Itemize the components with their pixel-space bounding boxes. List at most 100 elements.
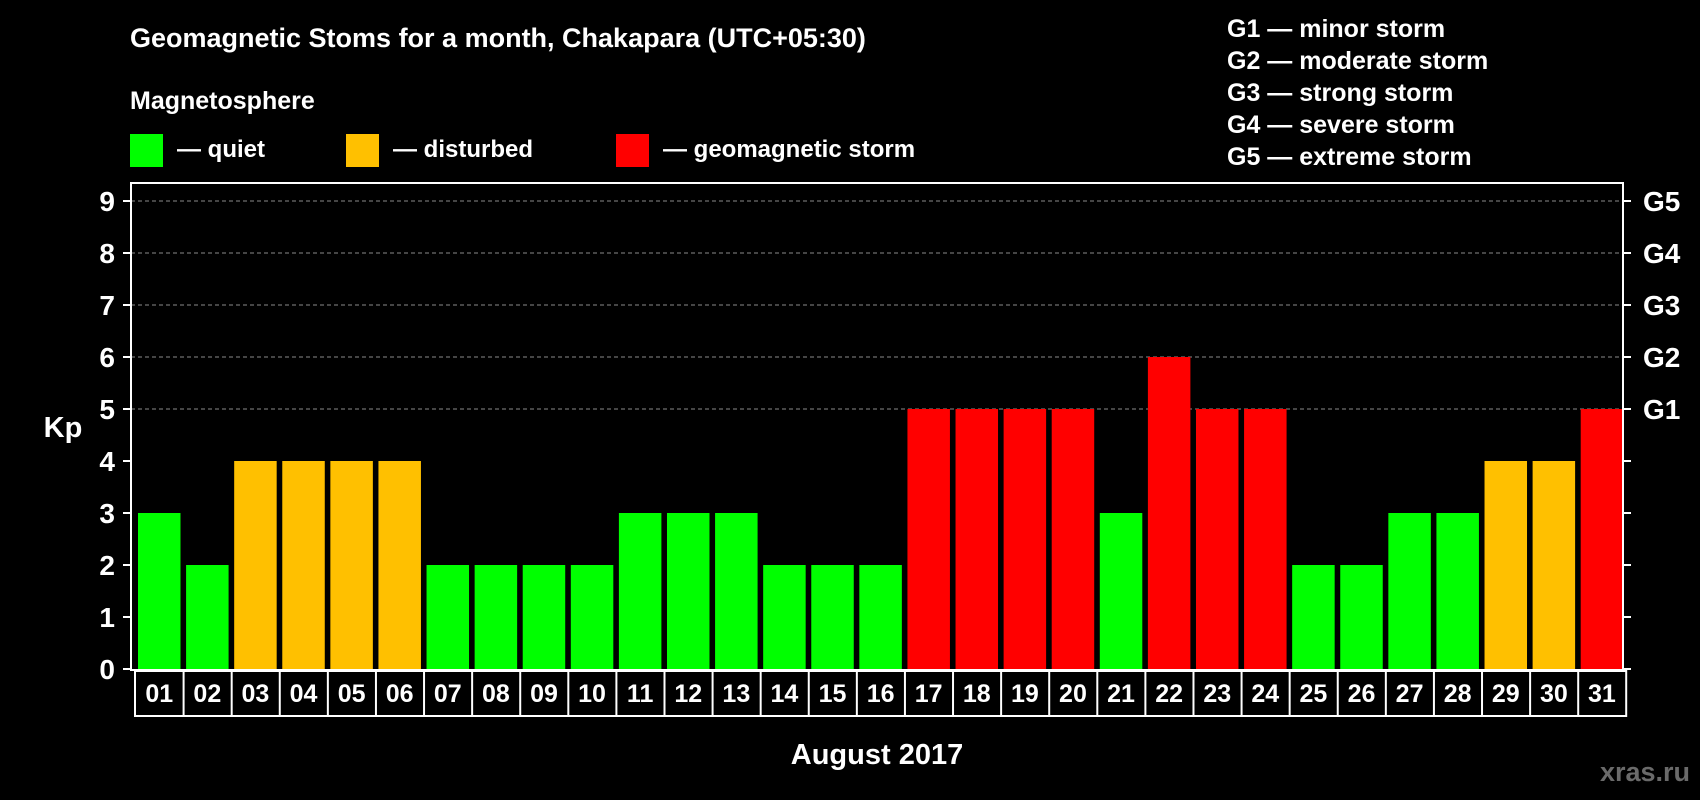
bar-day-27 bbox=[1388, 513, 1431, 669]
x-axis: 01 02 03 04 05 06 07 08 09 10 11 12 13 14 15 16 17 18 19 20… bbox=[134, 670, 1628, 717]
bar-day-29 bbox=[1484, 461, 1528, 669]
x-tick-label: 11 bbox=[627, 680, 654, 708]
bar-day-09 bbox=[522, 565, 566, 669]
bar-day-03 bbox=[234, 461, 277, 669]
x-tick-label: 31 bbox=[1588, 680, 1616, 708]
x-tick-label: 07 bbox=[434, 680, 462, 708]
bar-day-02 bbox=[186, 565, 229, 669]
x-tick-label: 10 bbox=[578, 680, 606, 708]
date-strip bbox=[134, 670, 1628, 717]
bar-day-22 bbox=[1147, 357, 1191, 669]
x-tick-label: 02 bbox=[193, 680, 221, 708]
grid-lines bbox=[131, 200, 1623, 410]
y-tick-label: 4 bbox=[99, 446, 115, 477]
right-axis-label-g1: G1 bbox=[1643, 394, 1680, 425]
bar-day-20 bbox=[1051, 409, 1095, 669]
storm-scale-g1: G1 — minor storm bbox=[1227, 15, 1445, 43]
bar-day-05 bbox=[330, 461, 373, 669]
bar-day-12 bbox=[666, 513, 710, 669]
bar-day-06 bbox=[378, 461, 421, 669]
bar-day-11 bbox=[618, 513, 662, 669]
legend-swatch-storm bbox=[616, 134, 649, 167]
x-tick-label: 13 bbox=[722, 680, 750, 708]
bar-day-14 bbox=[763, 565, 806, 669]
legend: — quiet — disturbed — geomagnetic storm bbox=[130, 134, 915, 167]
bar-day-28 bbox=[1436, 513, 1479, 669]
bar-day-24 bbox=[1244, 409, 1287, 669]
x-tick-label: 25 bbox=[1300, 680, 1328, 708]
y-tick-label: 2 bbox=[99, 550, 115, 581]
x-tick-label: 09 bbox=[530, 680, 558, 708]
storm-scale-g2: G2 — moderate storm bbox=[1227, 47, 1488, 75]
y-axis-label: Kp bbox=[44, 412, 83, 444]
x-tick-label: 01 bbox=[145, 680, 173, 708]
bar-day-07 bbox=[426, 565, 470, 669]
x-tick-label: 04 bbox=[290, 680, 318, 708]
bars bbox=[138, 357, 1624, 669]
bar-day-31 bbox=[1580, 409, 1624, 669]
legend-swatch-quiet bbox=[130, 134, 163, 167]
right-axis-label-g3: G3 bbox=[1643, 290, 1680, 321]
storm-scale-g4: G4 — severe storm bbox=[1227, 111, 1455, 139]
legend-label-quiet: — quiet bbox=[177, 136, 265, 163]
x-tick-label: 12 bbox=[674, 680, 702, 708]
y-tick-label: 7 bbox=[99, 290, 115, 321]
x-tick-label: 14 bbox=[771, 680, 799, 708]
x-tick-label: 19 bbox=[1011, 680, 1039, 708]
y-tick-label: 6 bbox=[99, 342, 115, 373]
right-axis-label-g4: G4 bbox=[1643, 238, 1681, 269]
bar-day-10 bbox=[570, 565, 614, 669]
storm-scale-g3: G3 — strong storm bbox=[1227, 79, 1453, 107]
storm-scale-legend: G1 — minor storm G2 — moderate storm G3 … bbox=[1227, 15, 1488, 171]
bar-day-17 bbox=[907, 409, 950, 669]
x-tick-label: 29 bbox=[1492, 680, 1520, 708]
bar-day-21 bbox=[1099, 513, 1143, 669]
x-tick-label: 22 bbox=[1155, 680, 1183, 708]
bar-day-18 bbox=[955, 409, 999, 669]
right-axis: G1 G2 G3 G4 G5 bbox=[1623, 186, 1681, 670]
storm-scale-g5: G5 — extreme storm bbox=[1227, 143, 1472, 171]
y-tick-label: 9 bbox=[99, 186, 115, 217]
y-tick-label: 8 bbox=[99, 238, 115, 269]
bar-day-08 bbox=[474, 565, 518, 669]
bar-day-23 bbox=[1195, 409, 1239, 669]
bar-day-30 bbox=[1532, 461, 1576, 669]
chart-title: Geomagnetic Stoms for a month, Chakapara… bbox=[130, 23, 866, 53]
bar-day-04 bbox=[282, 461, 325, 669]
right-axis-label-g5: G5 bbox=[1643, 186, 1680, 217]
magnetosphere-label: Magnetosphere bbox=[130, 87, 315, 115]
x-tick-label: 27 bbox=[1396, 680, 1424, 708]
bar-day-13 bbox=[715, 513, 758, 669]
legend-label-storm: — geomagnetic storm bbox=[663, 136, 915, 163]
legend-swatch-disturbed bbox=[346, 134, 379, 167]
x-tick-label: 28 bbox=[1444, 680, 1472, 708]
bar-day-01 bbox=[138, 513, 181, 669]
y-tick-label: 0 bbox=[99, 654, 115, 685]
bar-day-19 bbox=[1003, 409, 1047, 669]
right-axis-label-g2: G2 bbox=[1643, 342, 1680, 373]
x-tick-label: 06 bbox=[386, 680, 414, 708]
x-tick-label: 03 bbox=[242, 680, 270, 708]
x-tick-label: 15 bbox=[819, 680, 847, 708]
x-tick-label: 30 bbox=[1540, 680, 1568, 708]
x-tick-label: 08 bbox=[482, 680, 510, 708]
x-tick-label: 21 bbox=[1107, 680, 1135, 708]
x-tick-label: 05 bbox=[338, 680, 366, 708]
legend-label-disturbed: — disturbed bbox=[393, 136, 533, 163]
x-tick-label: 23 bbox=[1203, 680, 1231, 708]
x-tick-label: 26 bbox=[1348, 680, 1376, 708]
x-tick-label: 18 bbox=[963, 680, 991, 708]
y-tick-label: 5 bbox=[99, 394, 115, 425]
watermark: xras.ru bbox=[1600, 757, 1690, 787]
x-tick-label: 20 bbox=[1059, 680, 1087, 708]
bar-day-15 bbox=[811, 565, 854, 669]
x-axis-label: August 2017 bbox=[791, 739, 963, 771]
y-tick-label: 1 bbox=[99, 602, 115, 633]
x-tick-label: 16 bbox=[867, 680, 895, 708]
x-tick-label: 17 bbox=[915, 680, 943, 708]
x-tick-label: 24 bbox=[1251, 680, 1279, 708]
bar-day-16 bbox=[859, 565, 902, 669]
bar-day-26 bbox=[1340, 565, 1383, 669]
y-tick-label: 3 bbox=[99, 498, 115, 529]
